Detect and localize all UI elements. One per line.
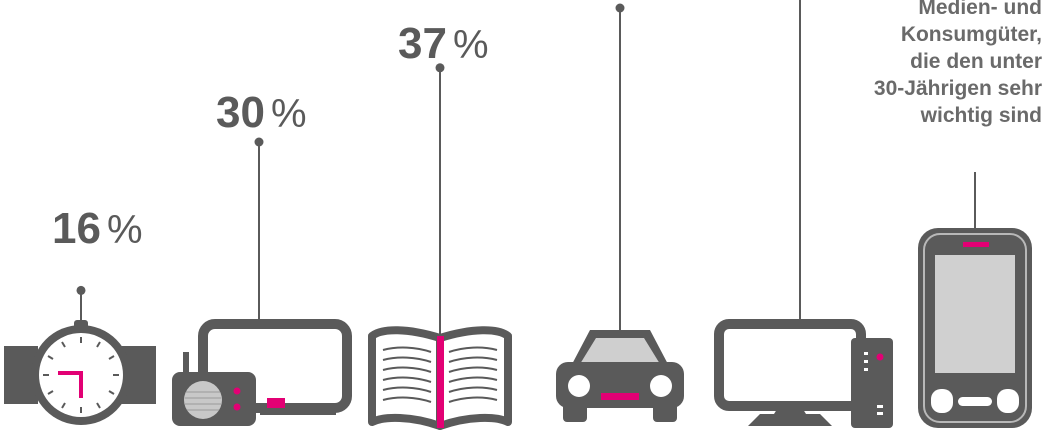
value-percent-sign: % [452, 23, 489, 67]
value-label-tv-radio: 30% [216, 91, 307, 135]
chart-caption: Medien- und Konsumgüter, die den unter 3… [802, 0, 1042, 129]
caption-line: die den unter [910, 50, 1042, 73]
computer-icon [714, 319, 893, 428]
value-label-book: 37% [398, 22, 489, 66]
caption-line: wichtig sind [920, 104, 1042, 127]
leader-dot-tv-radio [254, 137, 264, 147]
car-icon [556, 330, 684, 422]
watch-icon [4, 320, 156, 425]
caption-line: 30-Jährigen sehr [873, 77, 1042, 100]
value-percent-sign: % [106, 208, 143, 252]
leader-dot-watch [76, 285, 86, 295]
leader-dot-book [435, 63, 445, 73]
value-label-watch: 16% [52, 207, 143, 251]
tv-radio-icon [172, 319, 352, 426]
leader-dot-car [615, 3, 625, 13]
value-number: 30 [216, 88, 265, 137]
caption-line: Konsumgüter, [900, 23, 1042, 46]
smartphone-icon [918, 228, 1032, 428]
value-number: 37 [398, 19, 447, 68]
leader-lines [76, 0, 976, 336]
book-icon [368, 326, 512, 430]
caption-line: Medien- und [918, 0, 1042, 19]
value-number: 16 [52, 204, 101, 253]
value-percent-sign: % [270, 92, 307, 136]
